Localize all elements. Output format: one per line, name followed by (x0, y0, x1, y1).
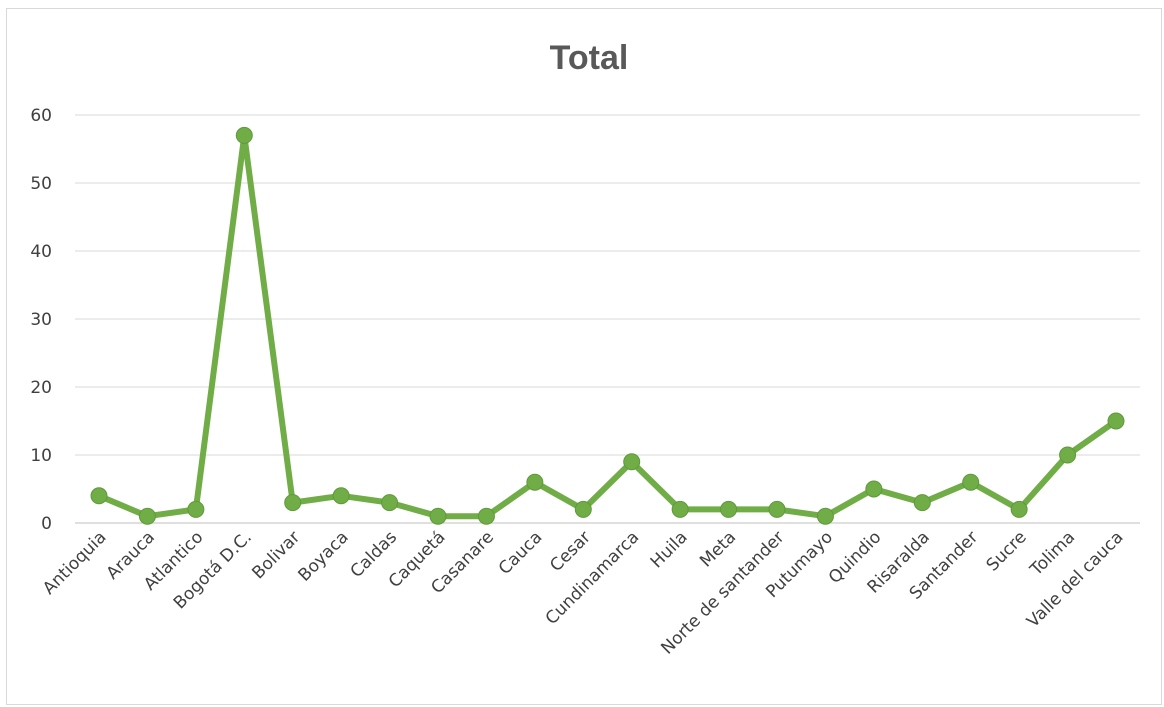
x-tick-label: Antioquia (39, 527, 110, 598)
data-point (332, 487, 350, 505)
y-tick-label: 20 (30, 378, 52, 398)
data-point (1010, 500, 1028, 518)
x-tick-label: Cauca (495, 527, 546, 578)
x-tick-label: Boyaca (294, 527, 352, 585)
data-point (574, 500, 592, 518)
data-point (429, 507, 447, 525)
data-point (865, 480, 883, 498)
y-tick-label: 60 (30, 106, 52, 126)
x-tick-label: Meta (696, 527, 740, 571)
data-point (671, 500, 689, 518)
data-point (1107, 412, 1125, 430)
chart-title: Total (550, 39, 629, 77)
data-point (913, 494, 931, 512)
data-point (284, 494, 302, 512)
data-point (90, 487, 108, 505)
x-tick-label: Huila (647, 527, 692, 572)
data-point (187, 500, 205, 518)
y-tick-label: 30 (30, 310, 52, 330)
series-line (96, 132, 1119, 520)
data-point (720, 500, 738, 518)
data-point (1059, 446, 1077, 464)
y-tick-label: 0 (41, 514, 52, 534)
y-tick-label: 10 (30, 446, 52, 466)
data-point (816, 507, 834, 525)
y-tick-label: 50 (30, 174, 52, 194)
data-point (381, 494, 399, 512)
y-tick-label: 40 (30, 242, 52, 262)
data-point (477, 507, 495, 525)
data-point (623, 453, 641, 471)
x-tick-label: Sucre (983, 527, 1031, 575)
data-point (526, 473, 544, 491)
y-axis-ticks: 0 10 20 30 40 50 60 (30, 106, 52, 534)
data-point (962, 473, 980, 491)
data-markers (90, 126, 1125, 525)
chart-frame (6, 8, 1162, 705)
x-tick-label: Bolivar (248, 527, 304, 583)
series-line-layer (96, 132, 1119, 520)
data-point (768, 500, 786, 518)
data-point (235, 126, 253, 144)
gridlines (75, 114, 1140, 524)
data-point (138, 507, 156, 525)
